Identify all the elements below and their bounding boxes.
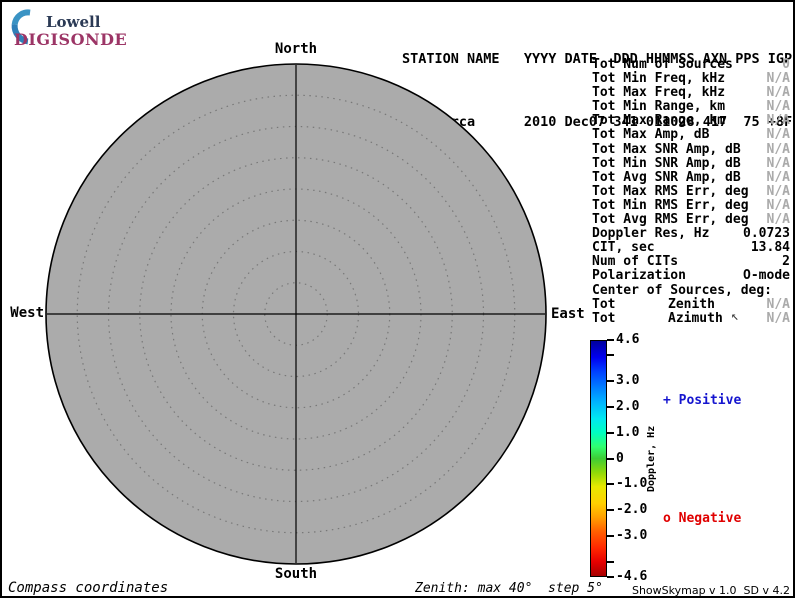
stats-row: Tot Min SNR Amp, dB N/A bbox=[592, 155, 790, 171]
colorbar-tick-mark bbox=[607, 405, 614, 408]
compass-label-south: South bbox=[274, 566, 318, 582]
stat-value: N/A bbox=[766, 169, 790, 185]
colorbar-tick-label: 3.0 bbox=[616, 373, 640, 389]
stat-value: N/A bbox=[766, 85, 790, 101]
statistics-panel: Tot Num of Sources 0 Tot Min Freq, kHz N/A T… bbox=[592, 57, 790, 326]
stats-row: Tot Max SNR Amp, dB N/A bbox=[592, 141, 790, 157]
colorbar-tick-label: 4.6 bbox=[616, 332, 640, 347]
stats-row: Num of CITs 2 bbox=[592, 255, 790, 269]
stat-label: Tot Num of Sources bbox=[592, 57, 733, 72]
circle-icon: o bbox=[663, 511, 671, 526]
compass-label-north: North bbox=[274, 41, 318, 57]
colorbar-tick-mark bbox=[607, 431, 614, 434]
station-header-labels: STATION NAME YYYY DATE DDD HHMMSS AXN PP… bbox=[402, 51, 793, 67]
colorbar-tick-mark bbox=[607, 339, 614, 341]
compass-label-east: East bbox=[551, 306, 585, 322]
stats-row: Tot Azimuth N/A bbox=[592, 310, 790, 326]
stats-row: Tot Avg SNR Amp, dB N/A bbox=[592, 169, 790, 185]
stat-label: Tot Avg RMS Err, deg bbox=[592, 212, 749, 228]
stat-label: Tot Min SNR Amp, dB bbox=[592, 155, 741, 171]
stat-label: Tot Max RMS Err, deg bbox=[592, 183, 749, 199]
colorbar-tick-label: 0 bbox=[616, 450, 624, 466]
stat-label: Center of Sources, deg: bbox=[592, 282, 773, 298]
stats-row: Tot Min Freq, kHz N/A bbox=[592, 71, 790, 87]
colorbar-tick-mark bbox=[607, 560, 614, 563]
stats-row: Tot Avg RMS Err, deg N/A bbox=[592, 212, 790, 228]
colorbar-tick-label: -3.0 bbox=[616, 527, 648, 543]
stat-value: N/A bbox=[766, 310, 790, 326]
plus-icon: + bbox=[663, 393, 671, 408]
colorbar-tick-label: -2.0 bbox=[616, 502, 648, 518]
stat-label: Tot Avg SNR Amp, dB bbox=[592, 169, 741, 185]
stats-row: Doppler Res, Hz 0.0723 bbox=[592, 227, 790, 241]
stats-row: Tot Max Range, km N/A bbox=[592, 114, 790, 128]
stat-value: N/A bbox=[766, 141, 790, 157]
colorbar-tick-mark bbox=[607, 576, 614, 578]
stats-row: Tot Max Amp, dB N/A bbox=[592, 128, 790, 142]
stat-value: N/A bbox=[766, 99, 790, 115]
stat-value: 13.84 bbox=[750, 240, 790, 256]
colorbar-tick-mark bbox=[607, 457, 614, 460]
stat-sublabel: Zenith bbox=[668, 296, 715, 312]
stats-row: Center of Sources, deg: bbox=[592, 282, 790, 298]
stat-sublabel: Azimuth bbox=[668, 310, 723, 326]
stat-value: 0 bbox=[782, 57, 790, 72]
colorbar-tick-label: 1.0 bbox=[616, 424, 640, 440]
stat-value: N/A bbox=[766, 183, 790, 199]
negative-legend: o Negative bbox=[663, 511, 742, 526]
stat-label: Polarization bbox=[592, 268, 686, 284]
stat-label: CIT, sec bbox=[592, 240, 655, 256]
stat-label: Tot Max Amp, dB bbox=[592, 127, 710, 143]
stat-label: Tot bbox=[592, 310, 616, 326]
skymap-polar-plot bbox=[45, 63, 547, 565]
stat-label: Tot bbox=[592, 296, 616, 312]
stat-label: Tot Max SNR Amp, dB bbox=[592, 141, 741, 157]
stat-value: N/A bbox=[766, 212, 790, 228]
colorbar-tick-label: 2.0 bbox=[616, 398, 640, 414]
stat-value: N/A bbox=[766, 113, 790, 129]
stats-row: Tot Max Freq, kHz N/A bbox=[592, 86, 790, 100]
colorbar-tick-mark bbox=[607, 483, 614, 486]
stat-label: Tot Min Range, km bbox=[592, 99, 726, 115]
stat-value: 2 bbox=[782, 254, 790, 270]
logo-digisonde-text: DIGISONDE bbox=[14, 30, 128, 49]
stat-label: Doppler Res, Hz bbox=[592, 226, 710, 242]
stats-row: CIT, sec 13.84 bbox=[592, 241, 790, 255]
stats-row: Tot Min RMS Err, deg N/A bbox=[592, 197, 790, 213]
lowell-digisonde-logo: Lowell DIGISONDE bbox=[4, 2, 140, 52]
stat-value: N/A bbox=[766, 197, 790, 213]
stats-row: Tot Min Range, km N/A bbox=[592, 100, 790, 114]
stat-value: N/A bbox=[766, 155, 790, 171]
doppler-colorbar bbox=[590, 340, 607, 577]
footer-coordinates-mode: Compass coordinates bbox=[8, 580, 169, 596]
colorbar-tick-mark bbox=[607, 534, 614, 537]
colorbar-tick-mark bbox=[607, 509, 614, 512]
colorbar-tick-mark bbox=[607, 354, 614, 357]
logo-lowell-text: Lowell bbox=[46, 13, 101, 31]
stat-value: O-mode bbox=[743, 268, 790, 284]
stat-label: Tot Min RMS Err, deg bbox=[592, 197, 749, 213]
stat-value: N/A bbox=[766, 71, 790, 87]
stat-label: Tot Min Freq, kHz bbox=[592, 71, 726, 87]
stat-label: Tot Max Freq, kHz bbox=[592, 85, 726, 101]
colorbar-tick-label: -4.6 bbox=[616, 569, 648, 584]
compass-label-west: West bbox=[10, 305, 44, 321]
stat-label: Num of CITs bbox=[592, 254, 679, 270]
footer-version: ShowSkymap v 1.0 SD v 4.2 bbox=[631, 584, 790, 597]
footer-zenith-range: Zenith: max 40° step 5° bbox=[415, 581, 603, 596]
colorbar-tick-mark bbox=[607, 380, 614, 383]
stat-label: Tot Max Range, km bbox=[592, 113, 726, 129]
stat-value: N/A bbox=[766, 127, 790, 143]
positive-legend: + Positive bbox=[663, 393, 742, 408]
stat-value: 0.0723 bbox=[743, 226, 790, 242]
stats-row: Tot Max RMS Err, deg N/A bbox=[592, 183, 790, 199]
stats-row: Polarization O-mode bbox=[592, 269, 790, 283]
colorbar-title: Doppler, Hz bbox=[646, 425, 657, 492]
mouse-cursor-icon: ↖ bbox=[731, 309, 739, 324]
stat-value: N/A bbox=[766, 296, 790, 312]
stats-row: Tot Zenith N/A bbox=[592, 296, 790, 312]
stats-row: Tot Num of Sources 0 bbox=[592, 57, 790, 72]
colorbar-tick-label: -1.0 bbox=[616, 476, 648, 492]
